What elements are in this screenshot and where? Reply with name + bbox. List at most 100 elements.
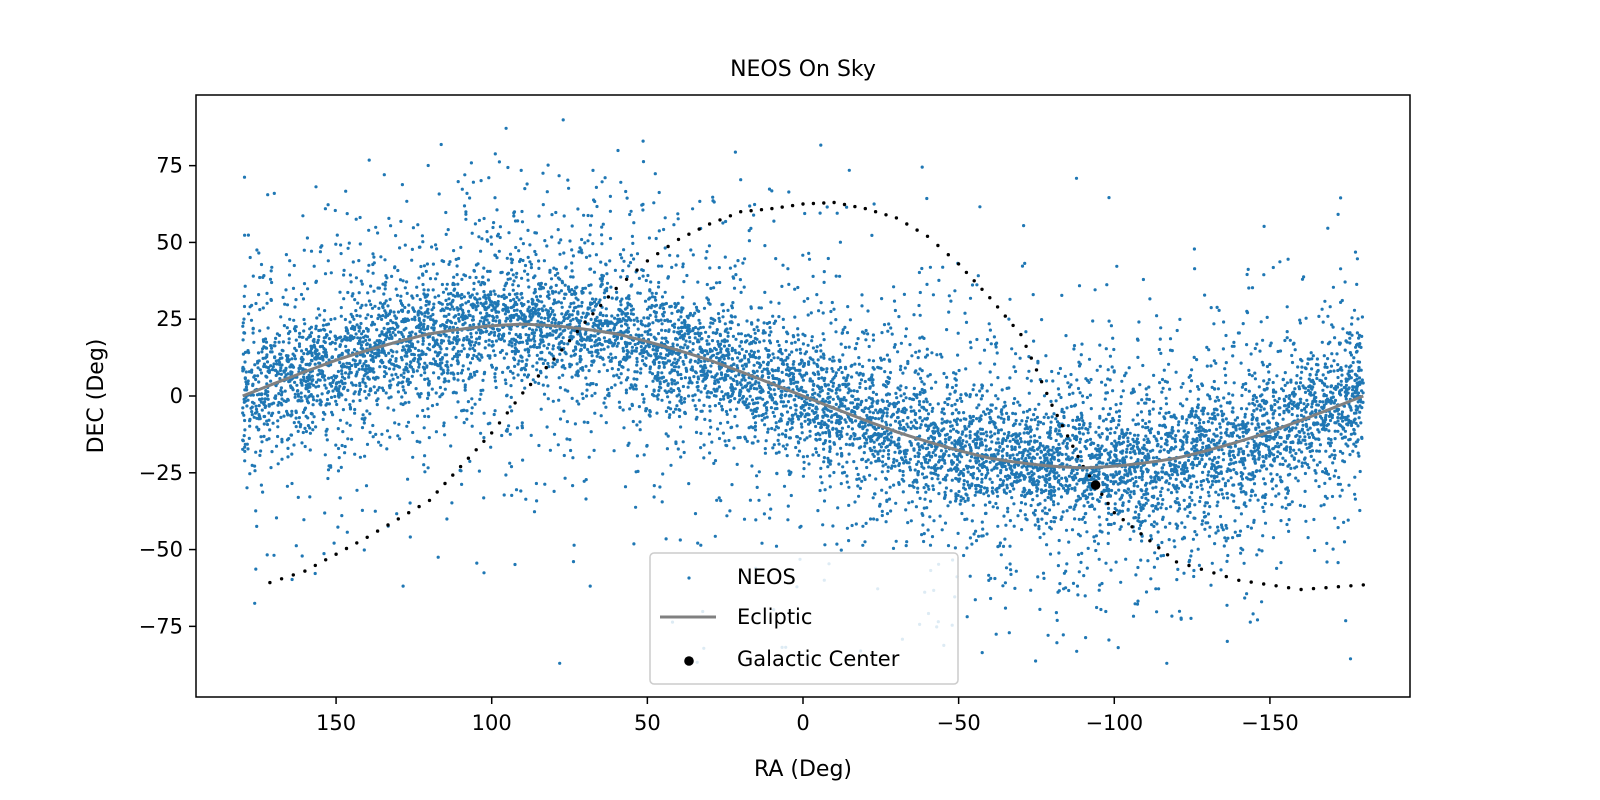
neo-point: [870, 397, 874, 401]
neo-point: [615, 290, 619, 294]
neo-point: [1239, 361, 1243, 365]
neo-point: [629, 209, 633, 213]
neo-point: [899, 364, 903, 368]
neo-point: [807, 462, 811, 466]
neo-point: [1209, 583, 1213, 587]
neo-point: [584, 376, 588, 380]
neo-point: [1152, 463, 1156, 467]
neo-point: [500, 294, 504, 299]
neo-point: [1139, 558, 1143, 562]
neo-point: [949, 424, 953, 428]
neo-point: [715, 498, 719, 502]
neo-point: [1001, 454, 1005, 458]
neo-point: [588, 233, 592, 237]
neo-point: [609, 352, 613, 356]
neo-point: [1182, 498, 1186, 502]
neo-point: [339, 314, 343, 318]
neo-point: [696, 388, 700, 392]
neo-point: [860, 479, 864, 483]
neo-point: [302, 282, 307, 286]
neo-point: [1333, 398, 1338, 402]
neo-point: [871, 359, 876, 363]
neo-point: [494, 319, 498, 323]
neo-point: [276, 434, 280, 439]
neo-point: [1027, 369, 1031, 373]
neo-point: [1117, 419, 1121, 423]
neo-point: [1085, 468, 1089, 472]
neo-point: [444, 287, 448, 291]
neo-point: [523, 269, 527, 273]
neo-point: [1160, 486, 1164, 490]
neo-point: [1054, 516, 1058, 520]
neo-point: [1003, 537, 1007, 541]
neo-point: [1127, 522, 1131, 526]
neo-point: [643, 324, 648, 328]
neo-point: [1163, 442, 1167, 446]
neo-point: [322, 350, 326, 354]
neo-point: [1324, 398, 1328, 403]
neo-point: [1068, 505, 1072, 509]
neo-point: [592, 300, 597, 304]
neo-point: [1152, 400, 1156, 404]
neo-point: [1243, 466, 1247, 470]
neo-point: [1221, 347, 1225, 351]
neo-point: [603, 176, 607, 180]
neo-point: [1243, 415, 1247, 419]
neo-point: [471, 315, 475, 319]
neo-point: [656, 285, 661, 289]
neo-point: [967, 424, 971, 428]
neo-point: [247, 436, 251, 440]
neo-point: [423, 377, 427, 381]
neo-point: [695, 385, 699, 389]
neo-point: [254, 404, 258, 408]
neo-point: [580, 343, 584, 347]
neo-point: [1170, 436, 1174, 440]
neo-point: [717, 436, 722, 441]
neo-point: [1055, 618, 1059, 623]
neo-point: [1241, 430, 1245, 434]
neo-point: [489, 445, 493, 449]
neo-point: [802, 408, 807, 412]
neo-point: [411, 430, 415, 435]
neo-point: [968, 459, 972, 463]
neo-point: [708, 409, 712, 413]
neo-point: [1105, 517, 1109, 522]
neo-point: [680, 306, 684, 310]
neo-point: [586, 347, 590, 352]
neo-point: [1336, 416, 1340, 420]
neo-point: [731, 301, 735, 305]
neo-point: [1141, 277, 1145, 282]
neo-point: [779, 400, 783, 404]
neo-point: [961, 473, 966, 478]
neo-point: [1215, 305, 1219, 309]
neo-point: [1250, 418, 1254, 422]
neo-point: [259, 483, 263, 487]
neo-point: [314, 385, 318, 389]
neo-point: [831, 381, 836, 385]
neo-point: [632, 387, 636, 391]
neo-point: [368, 412, 372, 416]
neo-point: [299, 391, 303, 395]
neo-point: [461, 343, 465, 347]
neo-point: [655, 394, 659, 398]
neo-point: [391, 377, 395, 381]
neo-point: [974, 490, 978, 494]
neo-point: [993, 362, 997, 366]
neo-point: [914, 350, 918, 354]
neo-point: [388, 297, 392, 301]
neo-point: [918, 290, 922, 295]
neo-point: [428, 277, 433, 281]
neo-point: [1318, 443, 1322, 447]
neo-point: [1200, 382, 1204, 386]
neo-point: [1207, 428, 1212, 432]
neo-point: [817, 376, 821, 381]
neo-point: [472, 323, 476, 327]
neo-point: [336, 469, 341, 473]
neo-point: [489, 235, 493, 239]
neo-point: [421, 240, 425, 244]
neo-point: [340, 375, 345, 379]
neo-point: [517, 298, 521, 302]
neo-point: [1250, 413, 1254, 417]
neo-point: [839, 446, 843, 450]
neo-point: [632, 542, 636, 546]
